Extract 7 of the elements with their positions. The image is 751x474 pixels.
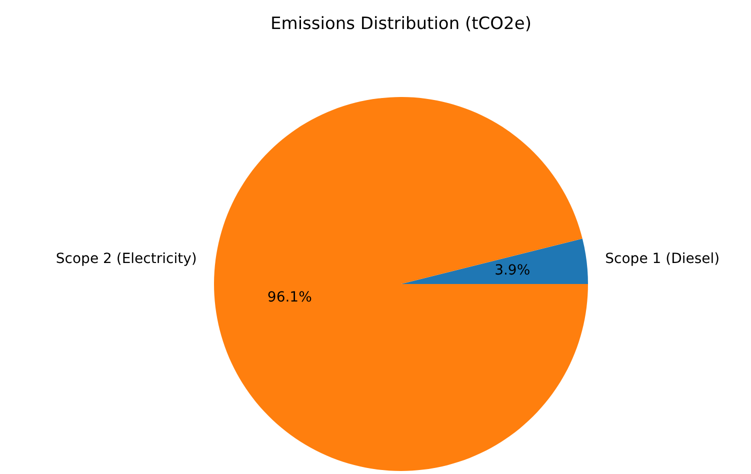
data-label: 96.1% bbox=[267, 290, 312, 306]
chart-title: Emissions Distribution (tCO2e) bbox=[270, 14, 532, 34]
pie-slice bbox=[401, 238, 588, 284]
slice-label: Scope 1 (Diesel) bbox=[605, 250, 720, 267]
pie-slice bbox=[214, 97, 588, 471]
slice-label: Scope 2 (Electricity) bbox=[56, 250, 197, 267]
data-label: 3.9% bbox=[494, 262, 530, 278]
